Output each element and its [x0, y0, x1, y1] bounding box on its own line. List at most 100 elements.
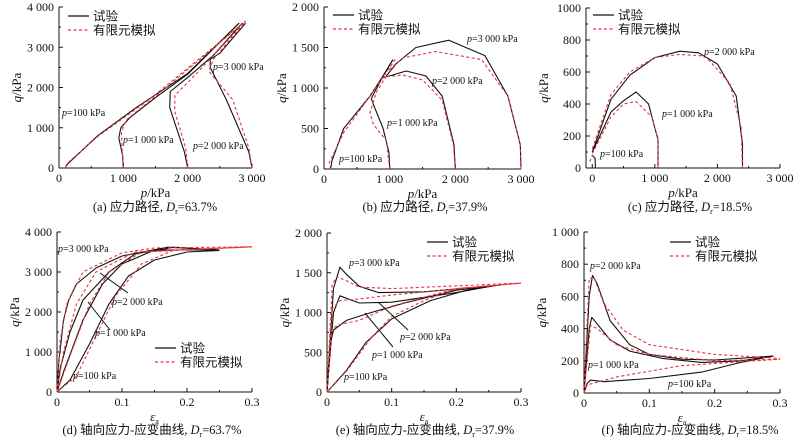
caption-prefix: (a) 应力路径,	[93, 199, 166, 214]
y-axis-unit: /kPa	[9, 72, 24, 95]
x-tick-label: 3 000	[239, 171, 266, 185]
x-axis-unit: a	[425, 417, 429, 426]
curve-label-var: p	[111, 297, 117, 308]
simulation-curve-2000kpa	[386, 74, 456, 170]
simulation-curve-2000kpa	[583, 276, 781, 394]
y-axis-var: q	[277, 320, 292, 327]
simulation-curve-100kpa	[583, 358, 781, 394]
y-tick-label: 0	[573, 386, 579, 400]
y-tick-label: 3 000	[27, 40, 54, 54]
curve-label-value: =1 000 kPa	[593, 360, 639, 371]
caption-sub: r	[472, 430, 475, 439]
curve-label-var: p	[661, 109, 667, 120]
caption-suffix: =18.5%	[713, 200, 752, 214]
panel-caption: (c) 应力路径, Dr=18.5%	[628, 199, 752, 216]
curve-label: p=2 000 kPa	[111, 297, 163, 308]
caption-suffix: =63.7%	[202, 423, 241, 437]
curve-label-var: p	[192, 141, 198, 152]
simulation-curve-100kpa	[64, 20, 246, 169]
y-tick-label: 600	[563, 65, 581, 79]
x-axis-label: p/kPa	[667, 185, 698, 200]
panel-a: 0 1 000 2 000 3 000 0 1 000 2 000 3 000 4 000 q/k…	[9, 0, 266, 216]
x-axis-unit: /kPa	[675, 185, 698, 200]
panel-caption: (e) 轴向应力-应变曲线, Dr=37.9%	[336, 422, 514, 439]
simulation-curve-100kpa	[326, 282, 522, 393]
curve-label-value: =3 000 kPa	[218, 62, 264, 73]
experiment-curve-100kpa	[591, 154, 596, 169]
x-tick-label: 0.1	[642, 396, 657, 410]
y-axis-var: q	[536, 96, 551, 103]
caption-sub: r	[200, 430, 203, 439]
experiment-curve-1000kpa	[56, 249, 220, 393]
curve-label-value: =2 000 kPa	[198, 141, 244, 152]
curve-label: p=1 000 kPa	[371, 350, 423, 361]
x-axis-var: ε	[420, 409, 426, 424]
curve-label: p=3 000 kPa	[348, 258, 400, 269]
x-tick-label: 0	[54, 395, 60, 409]
panel-b: 0 1 000 2 000 3 000 0 500 1 000 1 500 2 000 q/kPa…	[274, 0, 535, 216]
panel-caption: (a) 应力路径, Dr=63.7%	[93, 199, 217, 216]
label-leader-line	[364, 312, 394, 348]
y-tick-label: 4 000	[27, 0, 54, 14]
legend-experiment-label: 试验	[93, 9, 119, 24]
legend-simulation-label: 有限元模拟	[180, 355, 243, 370]
legend-experiment-label: 试验	[452, 235, 478, 250]
curve-label-value: =2 000 kPa	[405, 332, 451, 343]
x-tick-label: 1 000	[110, 171, 137, 185]
curve-label-var: p	[338, 154, 344, 165]
y-axis-unit: /kPa	[534, 297, 549, 320]
y-tick-label: 0	[313, 162, 319, 176]
curve-label: p=2 000 kPa	[589, 261, 641, 272]
experiment-curve-3000kpa	[326, 266, 496, 393]
y-tick-label: 800	[561, 257, 579, 271]
curve-label-value: =100 kPa	[673, 379, 712, 390]
x-axis-unit: /kPa	[414, 186, 437, 201]
curve-label: p=2 000 kPa	[399, 332, 451, 343]
simulation-curve-2000kpa	[174, 20, 247, 169]
x-tick-label: 0.2	[707, 396, 722, 410]
caption-var: D	[726, 423, 736, 437]
y-axis-label: q/kPa	[9, 72, 24, 102]
x-axis-var: p	[140, 185, 148, 200]
x-tick-label: 0.3	[773, 396, 788, 410]
simulation-curve-1000kpa	[369, 75, 391, 170]
curve-label: p=100 kPa	[61, 108, 106, 119]
x-tick-label: 0	[321, 172, 327, 186]
y-axis-unit: /kPa	[536, 73, 551, 96]
experiment-curve-100kpa	[583, 355, 774, 394]
legend-experiment-label: 试验	[180, 341, 206, 356]
curve-label-value: =3 000 kPa	[63, 244, 109, 255]
curve-label-var: p	[466, 34, 472, 45]
x-tick-label: 2 000	[704, 171, 731, 185]
panel-caption: (b) 应力路径, Dr=37.9%	[363, 199, 488, 216]
curve-label: p=100 kPa	[667, 379, 712, 390]
legend-experiment-label: 试验	[618, 8, 644, 23]
curve-label-value: =100 kPa	[67, 108, 106, 119]
curve-label-var: p	[57, 244, 63, 255]
curve-label-var: p	[348, 258, 354, 269]
curve-label: p=3 000 kPa	[57, 244, 109, 255]
simulation-curve-1000kpa	[591, 101, 659, 168]
y-tick-label: 1 000	[25, 345, 52, 359]
legend-simulation-label: 有限元模拟	[618, 22, 681, 37]
y-tick-label: 3 000	[25, 265, 52, 279]
curve-label-value: =3 000 kPa	[472, 34, 518, 45]
x-axis-unit: a	[683, 418, 687, 427]
x-tick-label: 0.3	[245, 395, 260, 409]
caption-suffix: =63.7%	[178, 200, 217, 214]
y-axis-label: q/kPa	[536, 73, 551, 103]
curve-label-var: p	[589, 261, 595, 272]
curve-label-var: p	[431, 76, 437, 87]
x-axis-var: ε	[678, 410, 684, 425]
y-axis-unit: /kPa	[277, 297, 292, 320]
simulation-curve-3000kpa	[326, 276, 522, 393]
y-tick-label: 1 000	[552, 225, 579, 239]
simulation-curve-2000kpa	[56, 246, 253, 393]
y-tick-label: 0	[575, 161, 581, 175]
x-axis-var: p	[667, 185, 675, 200]
y-tick-label: 0	[316, 385, 322, 399]
y-tick-label: 0	[46, 385, 52, 399]
y-tick-label: 1 000	[295, 306, 322, 320]
